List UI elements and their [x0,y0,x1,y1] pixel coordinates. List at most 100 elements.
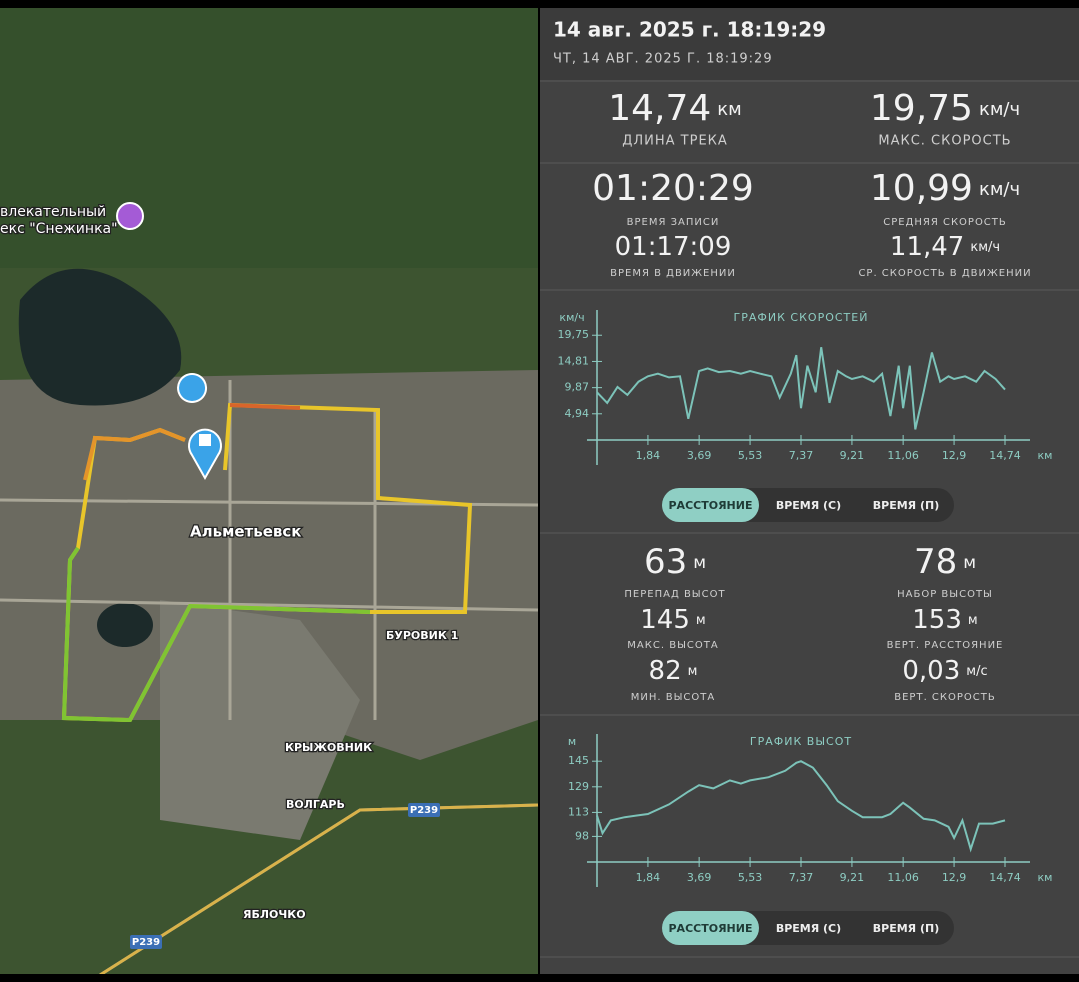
map-label: КРЫЖОВНИК [285,741,372,754]
map-label: БУРОВИК 1 [386,629,458,642]
stat-number: 14,74 [608,88,711,129]
stat-label: ВЕРТ. СКОРОСТЬ [894,692,995,703]
x-tick-label: 12,9 [942,871,967,884]
x-tick-label: 14,74 [989,871,1021,884]
stat-unit: км/ч [979,179,1020,200]
stat-label: ВРЕМЯ ЗАПИСИ [627,217,720,228]
stat-value: 145 м [640,605,705,635]
stat-number: 0,03 [902,656,960,686]
chart-title: ГРАФИК ВЫСОТ [750,735,852,748]
y-tick-label: 19,75 [558,328,590,341]
x-tick-label: 12,9 [942,449,967,462]
stat-number: 145 [640,605,690,635]
x-tick-label: 11,06 [887,871,919,884]
x-tick-label: 7,37 [789,449,814,462]
tab-label[interactable]: ВРЕМЯ (П) [873,499,939,512]
stat-value: 11,47 км/ч [890,232,1000,262]
stat-label: ПЕРЕПАД ВЫСОТ [624,589,725,600]
x-tick-label: 3,69 [687,449,712,462]
data-line [596,760,1006,853]
stat-unit: м [696,613,706,628]
stat-unit: м [693,553,706,573]
y-tick-label: 129 [568,780,589,793]
stat-value: 14,74 км [608,88,742,129]
stat-label: ВЕРТ. РАССТОЯНИЕ [887,640,1004,651]
stat-unit: м [688,664,698,679]
y-tick-label: 9,87 [565,381,590,394]
x-tick-label: 14,74 [989,449,1021,462]
stat-unit: м [968,613,978,628]
map-label: ЯБЛОЧКО [243,908,306,921]
y-axis-label: м [568,735,576,748]
tab-label[interactable]: ВРЕМЯ (П) [873,922,939,935]
map-label: Альметьевск [190,523,301,541]
y-tick-label: 98 [575,829,589,842]
x-axis-label: км [1038,871,1053,884]
stat-value: 19,75 км/ч [870,88,1020,129]
stat-number: 153 [912,605,962,635]
stat-number: 11,47 [890,232,964,262]
tab[interactable] [662,488,759,522]
frame-bottom [0,974,1079,982]
stat-label: НАБОР ВЫСОТЫ [897,589,993,600]
stat-unit: м [963,553,976,573]
y-tick-label: 4,94 [565,407,590,420]
x-tick-label: 3,69 [687,871,712,884]
road-label: P239 [132,937,160,948]
x-tick-label: 7,37 [789,871,814,884]
tab-label[interactable]: ВРЕМЯ (С) [776,922,841,935]
x-tick-label: 5,53 [738,449,763,462]
header [540,8,1079,80]
road-label: P239 [410,805,438,816]
y-tick-label: 14,81 [558,354,590,367]
stat-number: 82 [649,656,682,686]
tab-label[interactable]: РАССТОЯНИЕ [669,922,753,935]
stat-label: ДЛИНА ТРЕКА [622,134,728,149]
stat-number: 01:20:29 [592,168,754,209]
stat-value: 82 м [649,656,698,686]
stat-label: СР. СКОРОСТЬ В ДВИЖЕНИИ [858,268,1031,279]
stat-value: 01:17:09 [615,232,732,262]
y-tick-label: 113 [568,805,589,818]
stat-number: 19,75 [870,88,973,129]
stat-value: 78 м [914,542,976,582]
x-tick-label: 11,06 [887,449,919,462]
tab-label[interactable]: ВРЕМЯ (С) [776,499,841,512]
tab-label[interactable]: РАССТОЯНИЕ [669,499,753,512]
data-line [596,347,1006,430]
x-tick-label: 5,53 [738,871,763,884]
x-tick-label: 9,21 [840,871,865,884]
stat-label: СРЕДНЯЯ СКОРОСТЬ [883,217,1007,228]
stat-value: 153 м [912,605,977,635]
stat-number: 10,99 [870,168,973,209]
stat-label: МАКС. ВЫСОТА [627,640,718,651]
stat-value: 10,99 км/ч [870,168,1020,209]
x-tick-label: 9,21 [840,449,865,462]
stat-label: ВРЕМЯ В ДВИЖЕНИИ [610,268,736,279]
stat-unit: м/с [966,664,987,679]
stat-unit: км/ч [979,99,1020,120]
header-title: 14 авг. 2025 г. 18:19:29 [553,18,826,42]
x-axis-label: км [1038,449,1053,462]
stat-unit: км/ч [970,240,1000,255]
stat-number: 78 [914,542,957,582]
stat-value: 01:20:29 [592,168,754,209]
y-tick-label: 145 [568,754,589,767]
map-label: екс "Снежинка" [0,221,118,237]
y-axis-label: км/ч [559,311,584,324]
map: влекательный екс "Снежинка" Альметьевск … [0,8,539,977]
chart-title: ГРАФИК СКОРОСТЕЙ [734,311,869,324]
stat-unit: км [717,99,741,120]
stat-value: 0,03 м/с [902,656,987,686]
stat-label: МАКС. СКОРОСТЬ [878,134,1011,149]
map-label: ВОЛГАРЬ [286,798,345,811]
x-tick-label: 1,84 [636,449,661,462]
header-subtitle: ЧТ, 14 АВГ. 2025 Г. 18:19:29 [553,52,773,67]
x-tick-label: 1,84 [636,871,661,884]
map-label: влекательный [0,204,106,220]
stat-value: 63 м [644,542,706,582]
tab[interactable] [662,911,759,945]
stat-number: 63 [644,542,687,582]
stat-label: МИН. ВЫСОТА [631,692,715,703]
